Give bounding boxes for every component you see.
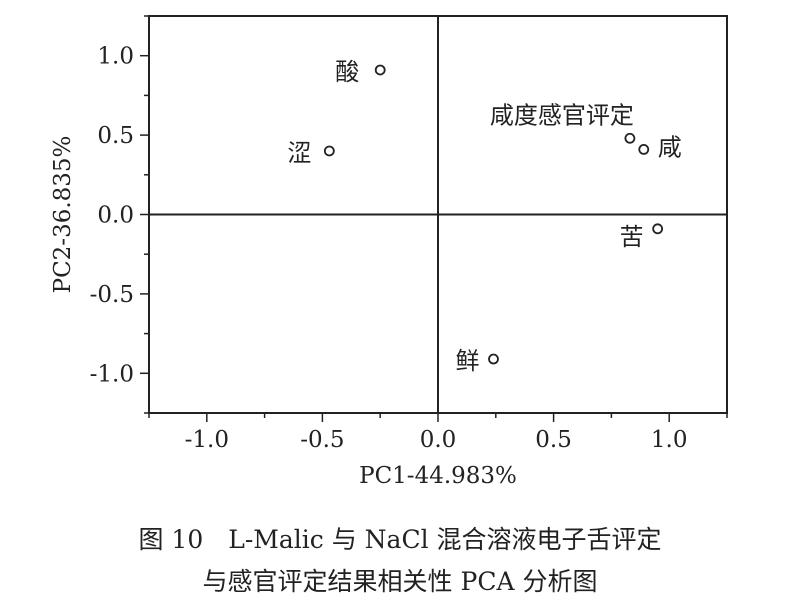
- x-axis-label: PC1-44.983%: [359, 463, 517, 489]
- figure-caption-line2: 与感官评定结果相关性 PCA 分析图: [202, 567, 598, 596]
- pca-scatter-chart: -1.0 -0.5 0.0 0.5 1.0 1.0 0.5 0.0 -0.5 -1.0 PC1-44…: [50, 15, 728, 489]
- y-tick-label: 0.5: [97, 123, 134, 149]
- point-label: 咸度感官评定: [490, 101, 634, 129]
- data-point: [488, 353, 499, 365]
- data-point: [624, 132, 636, 144]
- data-point: [652, 223, 664, 235]
- data-point: [323, 145, 335, 157]
- point-label: 咸: [658, 133, 682, 161]
- data-point: [374, 64, 386, 76]
- x-tick-label: 0.5: [535, 427, 572, 453]
- point-label: 酸: [335, 58, 359, 86]
- y-tick-label: -1.0: [90, 361, 134, 387]
- x-tick-label: 0.0: [420, 427, 457, 453]
- y-tick-label: 1.0: [97, 44, 134, 70]
- y-tick-label: -0.5: [90, 282, 134, 308]
- figure-caption-line1: 图 10 L-Malic 与 NaCl 混合溶液电子舌评定: [138, 525, 662, 554]
- x-tick-label: -0.5: [300, 427, 344, 453]
- point-label: 鲜: [455, 347, 479, 375]
- y-tick-label: 0.0: [97, 203, 134, 229]
- y-axis-label: PC2-36.835%: [50, 136, 76, 294]
- x-tick-label: -1.0: [185, 427, 229, 453]
- data-point: [638, 143, 650, 155]
- x-tick-label: 1.0: [651, 427, 688, 453]
- point-label: 涩: [287, 139, 311, 167]
- point-label: 苦: [620, 223, 644, 251]
